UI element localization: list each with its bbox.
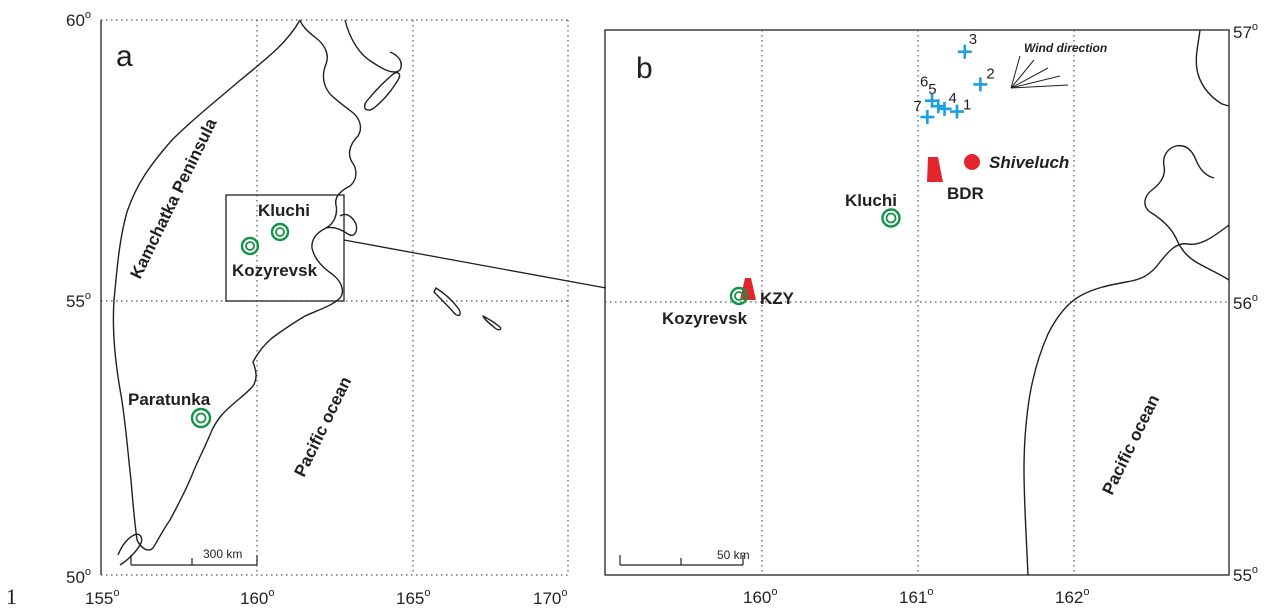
panel-b-letter: b	[636, 52, 653, 85]
station-ring-inner	[195, 412, 207, 424]
observation-point-3: 3	[957, 31, 977, 59]
east-coast-b	[1023, 224, 1230, 576]
panel-a-stations: Kluchi Kozyrevsk Paratunka	[128, 201, 318, 429]
volcano-marker	[964, 154, 980, 170]
x-tick-label: 170o	[533, 587, 568, 608]
x-tick-label: 162o	[1055, 586, 1090, 607]
panel-b-grid	[605, 30, 1229, 575]
settlement-kozyrevsk-b: Kozyrevsk	[662, 286, 749, 328]
station-ring-inner	[245, 241, 255, 251]
station-label: Kozyrevsk	[232, 261, 318, 280]
x-tick-label: 160o	[743, 586, 778, 607]
panel-a-y-ticks: 60o 55o 50o	[66, 9, 91, 587]
kuril-fragment	[117, 533, 143, 566]
y-tick-label: 50o	[66, 566, 91, 587]
observation-point-1: 1	[950, 97, 971, 119]
kamchatka-peninsula-label: Kamchatka Peninsula	[127, 115, 221, 282]
x-tick-label: 155o	[85, 587, 120, 608]
observation-point-label: 1	[963, 97, 971, 114]
observation-point-2: 2	[973, 65, 995, 92]
panel-b-x-ticks: 160o 161o 162o	[743, 586, 1090, 607]
scale-label: 50 km	[717, 548, 750, 562]
kamchatka-south-tip	[136, 474, 193, 551]
station-ring-outer	[240, 236, 260, 256]
x-tick-label: 165o	[396, 587, 431, 608]
panel-a-scale-bar: 300 km	[130, 547, 258, 566]
seismic-station-label: KZY	[760, 289, 795, 308]
settlement-kluchi-b: Kluchi	[845, 191, 901, 228]
y-tick-label: 56o	[1233, 292, 1258, 313]
station-label: Paratunka	[128, 390, 211, 409]
panel-a-grid	[101, 19, 569, 576]
panel-b: b Wind direction 123 456 7 Shiveluch BDR K…	[604, 21, 1258, 607]
wind-ray	[1010, 55, 1021, 89]
panel-a: Kamchatka Peninsula Pacific ocean Kluchi…	[66, 9, 607, 608]
station-ring-inner	[734, 291, 744, 301]
station-paratunka-a: Paratunka	[128, 390, 212, 429]
scale-label: 300 km	[203, 547, 242, 561]
seismic-station-marker	[740, 278, 756, 300]
inset-box	[225, 194, 345, 302]
settlement-label: Kluchi	[845, 191, 897, 210]
wind-ray	[1010, 59, 1035, 89]
pacific-ocean-label-a: Pacific ocean	[291, 374, 356, 480]
inset-connector-line	[343, 239, 607, 289]
x-tick-label: 161o	[899, 586, 934, 607]
station-ring-outer	[729, 286, 749, 306]
y-tick-label: 55o	[1233, 564, 1258, 585]
observation-points: 123 456 7	[913, 31, 995, 125]
pacific-ocean-label-b: Pacific ocean	[1099, 392, 1164, 498]
observation-point-label: 6	[920, 74, 928, 91]
seismic-station-bdr: BDR	[927, 157, 984, 203]
commander-island-2	[482, 315, 502, 331]
observation-point-label: 5	[928, 81, 936, 98]
wind-ray	[1010, 84, 1069, 89]
y-tick-label: 55o	[66, 290, 91, 311]
station-kluchi-a: Kluchi	[258, 201, 310, 242]
station-kozyrevsk-a: Kozyrevsk	[232, 236, 318, 280]
station-ring-outer	[190, 407, 212, 429]
observation-point-7: 7	[913, 98, 935, 125]
panel-b-scale-bar: 50 km	[619, 548, 750, 566]
station-ring-inner	[885, 212, 897, 224]
wind-direction-label: Wind direction	[1024, 41, 1107, 55]
seismic-station-marker	[927, 157, 943, 182]
wind-ray	[1010, 67, 1049, 89]
wind-ray	[1010, 75, 1061, 89]
observation-point-label: 4	[949, 90, 957, 107]
observation-point-label: 3	[969, 31, 977, 48]
figure-corner-number: 1	[6, 584, 17, 609]
karaginsky-island	[364, 72, 401, 111]
observation-point-label: 2	[986, 65, 994, 82]
station-label: Kluchi	[258, 201, 310, 220]
kamchatka-east-coast	[191, 19, 362, 476]
panel-a-coastline	[112, 19, 502, 566]
seismic-station-kzy: KZY	[740, 278, 795, 308]
volcano-label: Shiveluch	[989, 153, 1069, 172]
kamchatsky-bay-coast	[325, 213, 358, 236]
observation-point-6: 6	[920, 74, 940, 108]
panel-a-letter: a	[116, 40, 133, 73]
station-ring-inner	[275, 227, 285, 237]
seismic-station-label: BDR	[947, 184, 984, 203]
x-tick-label: 160o	[240, 587, 275, 608]
settlement-label: Kozyrevsk	[662, 309, 748, 328]
panel-b-coastline	[1023, 29, 1230, 576]
panel-b-y-ticks: 57o 56o 55o	[1233, 21, 1258, 585]
observation-point-4: 4	[937, 90, 957, 116]
station-ring-outer	[270, 222, 290, 242]
northeast-coast	[344, 19, 402, 73]
y-tick-label: 57o	[1233, 21, 1258, 42]
commander-island-1	[433, 287, 461, 317]
kamchatka-west-coast	[112, 19, 301, 541]
panel-a-x-ticks: 155o 160o 165o 170o	[85, 587, 568, 608]
volcano-shiveluch: Shiveluch	[964, 153, 1069, 172]
bay-shore-b	[1144, 144, 1230, 281]
observation-point-label: 7	[913, 98, 921, 115]
y-tick-label: 60o	[66, 9, 91, 30]
station-ring-outer	[881, 208, 901, 228]
northeast-shore-b	[1195, 29, 1230, 107]
wind-direction-indicator: Wind direction	[1010, 41, 1107, 89]
